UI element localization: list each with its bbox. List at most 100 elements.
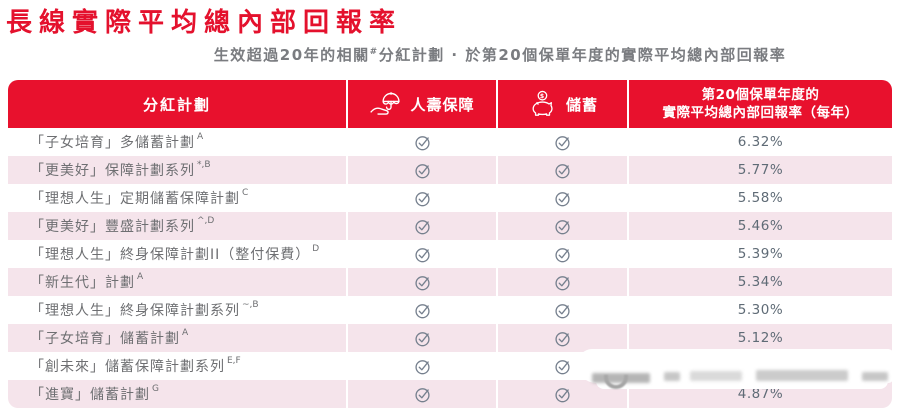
plan-name-cell: 「創未來」儲蓄保障計劃系列 E,F: [8, 352, 348, 380]
check-icon: [414, 134, 431, 151]
plan-name: 「理想人生」定期儲蓄保障計劃: [30, 191, 240, 207]
header-plan-label: 分紅計劃: [142, 95, 211, 114]
life-check-cell: [348, 324, 498, 352]
table-header-row: 分紅計劃 人壽保障 儲蓄 第20個保單年度的 實際平均總內部回報率（每年）: [8, 80, 892, 128]
savings-check-cell: [498, 240, 629, 268]
page-title: 長線實際平均總內部回報率: [6, 8, 403, 38]
life-check-cell: [348, 212, 498, 240]
savings-check-cell: [498, 352, 629, 380]
table-row: 「理想人生」終身保障計劃系列 ~,B 5.30%: [8, 296, 892, 324]
check-icon: [414, 162, 431, 179]
savings-check-cell: [498, 212, 629, 240]
plan-name: 「子女培育」多儲蓄計劃: [30, 135, 195, 151]
check-icon: [554, 274, 571, 291]
irr-value: 5.39%: [737, 246, 784, 262]
plan-name: 「更美好」保障計劃系列: [30, 163, 195, 179]
check-icon: [414, 274, 431, 291]
header-savings-label: 儲蓄: [565, 95, 598, 114]
plan-name-cell: 「理想人生」終身保障計劃II（整付保費） D: [8, 240, 348, 268]
check-icon: [554, 218, 571, 235]
savings-check-cell: [498, 184, 629, 212]
plan-name: 「更美好」豐盛計劃系列: [30, 219, 195, 235]
plan-name: 「新生代」計劃: [30, 275, 135, 291]
check-icon: [554, 162, 571, 179]
plan-name: 「創未來」儲蓄保障計劃系列: [30, 359, 225, 375]
table-row: 「新生代」計劃 A 5.34%: [8, 268, 892, 296]
header-life-label: 人壽保障: [410, 95, 475, 114]
table-row: 「理想人生」定期儲蓄保障計劃 C 5.58%: [8, 184, 892, 212]
check-icon: [554, 246, 571, 263]
irr-value: 5.46%: [737, 218, 784, 234]
check-icon: [554, 358, 571, 375]
plan-footnote: ~,B: [242, 300, 259, 310]
table-row: 「進寶」儲蓄計劃 G 4.87%: [8, 380, 892, 408]
life-check-cell: [348, 352, 498, 380]
irr-value: [629, 352, 892, 380]
irr-value: 5.58%: [737, 190, 784, 206]
life-check-cell: [348, 128, 498, 156]
plan-footnote: C: [242, 188, 249, 198]
savings-check-cell: [498, 156, 629, 184]
plan-footnote: E,F: [227, 356, 241, 366]
plan-name: 「理想人生」終身保障計劃系列: [30, 303, 240, 319]
header-savings: 儲蓄: [498, 80, 629, 128]
check-icon: [414, 386, 431, 403]
piggy-bank-icon: [527, 90, 557, 119]
table-row: 「子女培育」儲蓄計劃 A 5.12%: [8, 324, 892, 352]
table-body: 「子女培育」多儲蓄計劃 A 6.32% 「更美好」保障計劃系列 *,B 5.77% …: [8, 128, 892, 408]
subtitle-suffix: 分紅計劃 · 於第20個保單年度的實際平均總內部回報率: [378, 46, 787, 64]
irr-value: 5.34%: [737, 274, 784, 290]
irr-value: 4.87%: [737, 386, 784, 402]
check-icon: [414, 358, 431, 375]
plan-name: 「進寶」儲蓄計劃: [30, 387, 150, 403]
irr-value: 6.32%: [737, 134, 784, 150]
table-row: 「理想人生」終身保障計劃II（整付保費） D 5.39%: [8, 240, 892, 268]
irr-value: 5.77%: [737, 162, 784, 178]
subtitle-prefix: 生效超過20年的相關: [213, 46, 370, 64]
plan-name: 「理想人生」終身保障計劃II（整付保費）: [30, 247, 311, 263]
plan-name: 「子女培育」儲蓄計劃: [30, 331, 180, 347]
life-check-cell: [348, 156, 498, 184]
check-icon: [554, 302, 571, 319]
check-icon: [414, 246, 431, 263]
check-icon: [554, 386, 571, 403]
plan-name-cell: 「理想人生」終身保障計劃系列 ~,B: [8, 296, 348, 324]
savings-check-cell: [498, 324, 629, 352]
savings-check-cell: [498, 380, 629, 408]
life-check-cell: [348, 184, 498, 212]
umbrella-hand-icon: [369, 91, 401, 117]
check-icon: [414, 218, 431, 235]
check-icon: [554, 190, 571, 207]
plan-footnote: *,B: [197, 160, 211, 170]
header-irr-line1: 第20個保單年度的: [701, 86, 820, 103]
plan-name-cell: 「更美好」豐盛計劃系列 ^,D: [8, 212, 348, 240]
plan-name-cell: 「更美好」保障計劃系列 *,B: [8, 156, 348, 184]
header-plan: 分紅計劃: [8, 80, 348, 128]
life-check-cell: [348, 268, 498, 296]
table-row: 「創未來」儲蓄保障計劃系列 E,F: [8, 352, 892, 380]
plan-name-cell: 「新生代」計劃 A: [8, 268, 348, 296]
plan-footnote: A: [137, 272, 144, 282]
savings-check-cell: [498, 296, 629, 324]
plan-footnote: ^,D: [197, 216, 215, 226]
check-icon: [554, 134, 571, 151]
header-irr: 第20個保單年度的 實際平均總內部回報率（每年）: [629, 80, 892, 128]
plan-footnote: A: [182, 328, 189, 338]
irr-value: 5.12%: [737, 330, 784, 346]
check-icon: [414, 302, 431, 319]
plan-footnote: D: [312, 244, 320, 254]
header-irr-line2: 實際平均總內部回報率（每年）: [662, 105, 859, 121]
life-check-cell: [348, 240, 498, 268]
plan-name-cell: 「進寶」儲蓄計劃 G: [8, 380, 348, 408]
life-check-cell: [348, 380, 498, 408]
savings-check-cell: [498, 268, 629, 296]
table-row: 「更美好」保障計劃系列 *,B 5.77%: [8, 156, 892, 184]
plan-footnote: A: [197, 132, 204, 142]
check-icon: [414, 330, 431, 347]
plan-footnote: G: [152, 384, 159, 394]
plan-name-cell: 「理想人生」定期儲蓄保障計劃 C: [8, 184, 348, 212]
subtitle-footnote-mark: #: [369, 47, 379, 57]
plan-name-cell: 「子女培育」儲蓄計劃 A: [8, 324, 348, 352]
plan-name-cell: 「子女培育」多儲蓄計劃 A: [8, 128, 348, 156]
